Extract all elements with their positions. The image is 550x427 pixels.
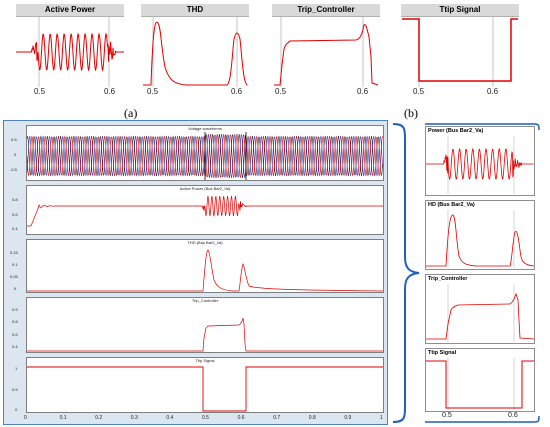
trip-controller-zoom-plot bbox=[426, 284, 534, 342]
scope-subplot-trip-signal: Ttip Signal bbox=[26, 357, 384, 413]
tick-label: 0.6 bbox=[357, 87, 368, 96]
tick-label: 0.6 bbox=[231, 87, 242, 96]
top-panel-thd: THD 0.5 0.6 bbox=[141, 4, 249, 96]
panel-title: Power (Bus Bar2_Va) bbox=[428, 128, 483, 134]
trip-signal-trace bbox=[402, 19, 518, 81]
y-tick: 1 bbox=[15, 366, 17, 371]
trip-signal-trace-area bbox=[27, 364, 383, 412]
y-tick: 0.15 bbox=[10, 250, 18, 255]
x-tick: 0 bbox=[24, 415, 27, 421]
y-tick: 0.05 bbox=[10, 274, 18, 279]
subplot-title: Active Power (Bus Bar2_Va) bbox=[27, 186, 383, 191]
tick-label: 0.6 bbox=[487, 87, 498, 96]
x-tick: 0.4 bbox=[166, 415, 173, 421]
y-tick: 0 bbox=[15, 407, 17, 412]
right-panel-trip-signal: Ttip Signal bbox=[425, 348, 535, 412]
x-tick: 0.9 bbox=[344, 415, 351, 421]
right-panel-power: Power (Bus Bar2_Va) bbox=[425, 126, 535, 196]
zoomed-panels: Power (Bus Bar2_Va) HD (Bus Bar2_Va) Tri… bbox=[419, 122, 541, 424]
panel-title: THD bbox=[141, 4, 249, 17]
trip-signal-trace bbox=[27, 367, 383, 411]
trip-controller-trace-area bbox=[27, 304, 383, 352]
scope-subplot-trip-controller: Trip_Controller bbox=[26, 297, 384, 353]
power-trace bbox=[426, 149, 534, 179]
y-tick: 0.9 bbox=[12, 307, 18, 312]
x-tick: 1 bbox=[380, 415, 383, 421]
scope-subplot-voltage: Voltage waveforms bbox=[26, 125, 384, 181]
top-panel-trip-signal: Ttip Signal 0.5 0.6 bbox=[401, 4, 519, 96]
trip-controller-plot bbox=[272, 17, 380, 87]
y-tick: 0.8 bbox=[12, 319, 18, 324]
tick-label: 0.6 bbox=[104, 87, 115, 96]
scope-subplot-active-power: Active Power (Bus Bar2_Va) bbox=[26, 185, 384, 235]
active-power-trace bbox=[16, 34, 124, 70]
trip-controller-trace bbox=[27, 318, 383, 351]
y-tick: 0.1 bbox=[12, 262, 18, 267]
caption-a: (a) bbox=[124, 106, 137, 121]
y-tick: -0.5 bbox=[10, 167, 17, 172]
subplot-title: THD (Bus Bar2_Va) bbox=[27, 240, 383, 245]
power-zoom-plot bbox=[426, 136, 534, 194]
x-tick: 0.3 bbox=[131, 415, 138, 421]
y-tick: 0.5 bbox=[11, 137, 17, 142]
scope-subplot-thd: THD (Bus Bar2_Va) bbox=[26, 239, 384, 293]
thd-trace bbox=[143, 22, 247, 85]
y-tick: 0.6 bbox=[12, 212, 18, 217]
active-power-plot bbox=[16, 17, 124, 87]
y-tick: 0.4 bbox=[12, 344, 18, 349]
trip-signal-plot bbox=[401, 17, 519, 87]
panel-title: Ttip Signal bbox=[428, 350, 456, 356]
y-tick: 0.8 bbox=[12, 197, 18, 202]
thd-trace bbox=[426, 215, 534, 266]
subplot-title: Trip_Controller bbox=[27, 298, 383, 303]
y-tick: 0.5 bbox=[12, 387, 18, 392]
trip-signal-trace bbox=[426, 361, 534, 408]
y-tick: 0.4 bbox=[12, 226, 18, 231]
y-tick: 0 bbox=[14, 152, 16, 157]
voltage-waveforms bbox=[27, 132, 383, 180]
thd-zoom-plot bbox=[426, 210, 534, 268]
tick-label: 0.6 bbox=[508, 412, 518, 419]
active-power-trace bbox=[27, 196, 383, 226]
tick-label: 0.5 bbox=[147, 87, 158, 96]
top-panel-trip-controller: Trip_Controller 0.5 0.6 bbox=[272, 4, 380, 96]
top-panel-active-power: Active Power 0.5 0.6 bbox=[16, 4, 124, 96]
caption-b: (b) bbox=[404, 106, 418, 121]
right-panel-thd: HD (Bus Bar2_Va) bbox=[425, 200, 535, 270]
subplot-title: Voltage waveforms bbox=[27, 126, 383, 131]
trip-controller-trace bbox=[426, 294, 534, 339]
panel-title: Trip_Controller bbox=[272, 4, 380, 17]
x-tick: 0.2 bbox=[95, 415, 102, 421]
y-tick: 0 bbox=[14, 286, 16, 291]
panel-title: Active Power bbox=[16, 4, 124, 17]
scope-window: Voltage waveforms 0.5 0 -0.5 Active Powe… bbox=[3, 120, 388, 425]
tick-label: 0.5 bbox=[413, 87, 424, 96]
curly-brace-icon bbox=[391, 122, 421, 424]
tick-label: 0.5 bbox=[34, 87, 45, 96]
thd-trace bbox=[27, 250, 383, 291]
thd-plot bbox=[141, 17, 249, 87]
thd-trace-area bbox=[27, 246, 383, 292]
panel-title: Ttip Signal bbox=[401, 4, 519, 17]
trip-controller-trace bbox=[274, 25, 378, 85]
x-tick: 0.8 bbox=[309, 415, 316, 421]
right-panel-trip-controller: Trip_Controller bbox=[425, 274, 535, 344]
trip-signal-zoom-plot bbox=[426, 358, 534, 410]
subplot-title: Ttip Signal bbox=[27, 358, 383, 363]
x-tick: 0.7 bbox=[273, 415, 280, 421]
x-tick: 0.5 bbox=[202, 415, 209, 421]
x-tick: 0.6 bbox=[238, 415, 245, 421]
y-tick: 0.6 bbox=[12, 332, 18, 337]
panel-title: HD (Bus Bar2_Va) bbox=[428, 202, 475, 208]
tick-label: 0.5 bbox=[442, 412, 452, 419]
panel-title: Trip_Controller bbox=[428, 276, 467, 282]
x-tick: 0.1 bbox=[60, 415, 67, 421]
active-power-trace-area bbox=[27, 192, 383, 234]
tick-label: 0.5 bbox=[275, 87, 286, 96]
